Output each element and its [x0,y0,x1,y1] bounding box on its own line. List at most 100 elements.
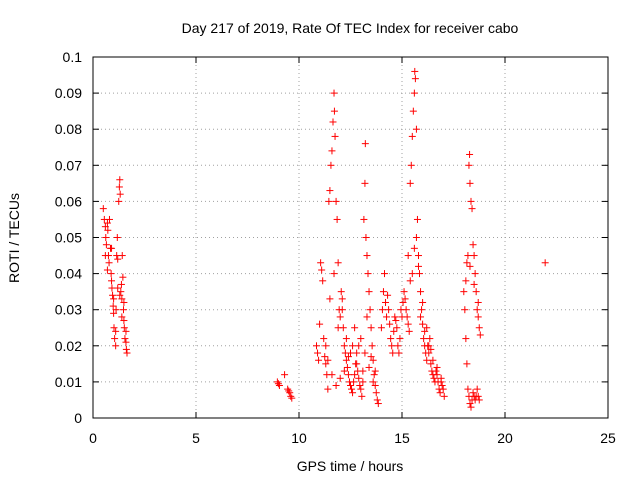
data-point [423,324,431,332]
y-tick-labels: 0 0.01 0.02 0.03 0.04 0.05 0.06 0.07 0.08 0.09 0.1 [55,49,82,426]
data-point [394,342,402,350]
data-point [355,342,363,350]
data-point [369,356,377,364]
data-point [412,234,420,241]
data-point [101,223,109,231]
data-point [365,288,373,296]
data-point [334,259,342,267]
data-point [393,324,401,332]
data-point [319,277,327,285]
data-point [419,298,427,306]
data-point [326,187,334,195]
data-point [418,306,426,314]
data-point [363,313,371,321]
data-point [470,252,478,260]
data-point [391,313,399,321]
y-axis-label: ROTI / TECUs [6,193,22,283]
data-point [108,244,116,252]
data-point [328,147,336,155]
data-point [400,288,408,296]
data-point [433,371,441,379]
data-point [330,89,338,97]
data-point [417,288,425,296]
data-point [464,385,472,393]
data-point [476,331,484,339]
data-point [367,324,375,332]
data-point [466,262,474,270]
data-point [433,363,441,371]
data-point [112,342,120,350]
data-point [108,277,116,285]
data-point [105,215,113,223]
data-point [384,291,392,299]
data-point [122,327,130,335]
data-point [541,259,549,267]
data-point [407,161,415,169]
chart-title: Day 217 of 2019, Rate Of TEC Index for r… [182,20,519,36]
data-point [467,197,475,205]
data-point [440,392,448,400]
data-point [462,277,470,285]
data-point [432,367,440,375]
data-point [368,342,376,350]
data-point [114,255,122,263]
x-tick-label: 15 [394,430,410,446]
data-point [120,298,128,306]
data-point [410,244,418,252]
data-point [353,360,361,368]
data-point [437,374,445,382]
data-point [427,345,435,353]
data-point [332,382,340,390]
data-point [113,234,121,241]
data-point [470,280,478,288]
data-point [117,288,125,296]
data-point [336,374,344,382]
data-point [340,342,348,350]
x-tick-label: 25 [600,430,616,446]
data-point [469,389,477,397]
x-tick-label: 0 [89,430,97,446]
data-point [416,270,424,278]
data-point [411,75,419,83]
data-point [404,252,412,260]
data-point [410,89,418,97]
data-point [421,327,429,335]
data-point [405,327,413,335]
data-point [116,190,124,198]
data-point [107,270,115,278]
data-point [372,389,380,397]
data-point [357,335,365,343]
data-point [473,385,481,393]
data-point [349,342,357,350]
y-tick-label: 0.05 [55,230,82,246]
data-point [119,306,127,314]
data-point [361,349,369,357]
data-point [324,356,332,364]
data-point [373,396,381,404]
x-tick-label: 20 [497,430,513,446]
data-point [288,394,296,402]
data-point [425,342,433,350]
data-point [359,367,367,375]
data-point [385,306,393,314]
data-point [118,295,126,303]
data-point [110,324,118,332]
data-point [466,400,474,408]
data-point [116,176,124,184]
data-point [343,363,351,371]
data-point [361,140,369,148]
data-point [425,349,433,357]
data-point [351,371,359,379]
data-point [474,313,482,321]
data-point [285,387,293,395]
data-point [462,335,470,343]
data-point [408,270,416,278]
data-point [120,317,128,325]
data-point [338,295,346,303]
data-point [114,284,122,292]
data-point [322,342,330,350]
data-point [380,270,388,278]
y-tick-label: 0.01 [55,374,82,390]
